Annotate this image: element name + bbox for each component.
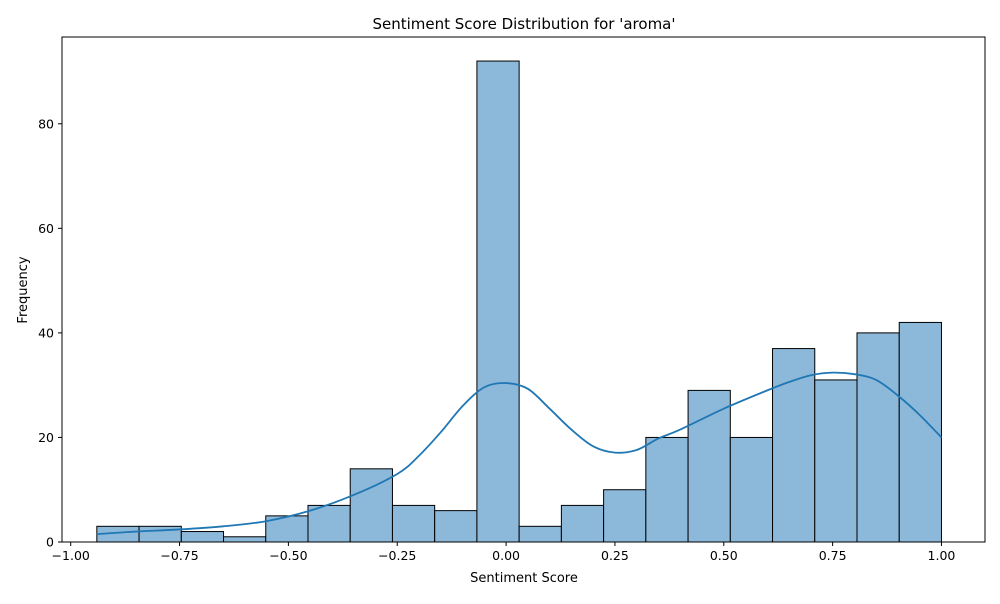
histogram-bar: [772, 348, 816, 543]
x-tick-label: 0.00: [492, 548, 520, 563]
histogram-bar: [223, 536, 267, 543]
x-tick-label: −0.75: [160, 548, 198, 563]
x-tick-label: 0.50: [710, 548, 738, 563]
histogram-bar: [856, 332, 900, 543]
y-axis-label: Frequency: [16, 256, 31, 323]
kde-layer: [96, 371, 943, 536]
histogram-bar: [645, 436, 689, 543]
x-tick-label: 1.00: [928, 548, 956, 563]
histogram-bar: [518, 525, 562, 543]
histogram-bar: [814, 379, 858, 543]
histogram-bar: [729, 436, 774, 543]
y-tick-label: 80: [38, 116, 54, 131]
plot-frame: [61, 36, 986, 543]
x-tick-label: −1.00: [52, 548, 90, 563]
x-tick-label: −0.25: [378, 548, 416, 563]
y-axis-ticks: 0 20 40 60 80: [38, 116, 62, 550]
y-tick-label: 60: [38, 221, 54, 236]
x-tick-label: 0.25: [601, 548, 629, 563]
histogram-bar: [180, 531, 225, 543]
histogram-bar: [687, 389, 731, 543]
x-axis-label: Sentiment Score: [470, 571, 578, 586]
histogram-bar: [434, 510, 478, 543]
chart-title: Sentiment Score Distribution for 'aroma': [372, 15, 675, 33]
histogram-bar: [391, 504, 436, 543]
bars-layer: [96, 60, 942, 543]
histogram-bar: [307, 504, 351, 543]
kde-line: [96, 371, 943, 536]
histogram-bar: [560, 504, 605, 543]
y-tick-label: 20: [38, 430, 54, 445]
x-axis-ticks: −1.00 −0.75 −0.50 −0.25 0.00 0.25 0.50 0.75 1.00: [52, 542, 956, 563]
x-tick-label: 0.75: [819, 548, 847, 563]
histogram-bar: [138, 525, 182, 543]
y-tick-label: 40: [38, 325, 54, 340]
x-tick-label: −0.50: [269, 548, 307, 563]
histogram-bar: [898, 321, 942, 543]
histogram-bar: [603, 489, 647, 543]
histogram-bar: [476, 60, 520, 543]
y-tick-label: 0: [46, 535, 54, 550]
